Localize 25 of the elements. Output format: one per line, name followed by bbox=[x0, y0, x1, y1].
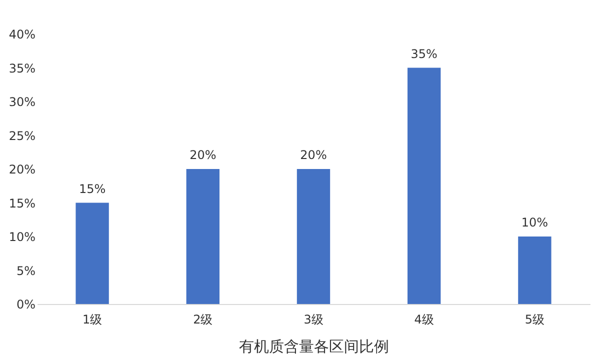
y-tick-label: 25% bbox=[8, 128, 36, 143]
y-tick-label: 10% bbox=[8, 230, 36, 244]
x-tick-label: 1级 bbox=[82, 312, 102, 326]
x-tick-label: 4级 bbox=[414, 312, 434, 326]
y-tick-label: 40% bbox=[8, 28, 36, 42]
data-label: 15% bbox=[78, 182, 106, 196]
y-tick-label: 30% bbox=[8, 95, 36, 109]
x-tick-label: 5级 bbox=[524, 312, 545, 326]
bar bbox=[296, 169, 330, 304]
bar bbox=[186, 169, 220, 304]
data-label: 20% bbox=[190, 148, 216, 162]
y-tick-label: 35% bbox=[8, 61, 36, 76]
y-tick-label: 20% bbox=[8, 162, 36, 176]
y-tick-label: 0% bbox=[16, 298, 36, 312]
bar bbox=[518, 236, 552, 304]
y-tick-label: 15% bbox=[8, 196, 36, 210]
bar bbox=[76, 202, 109, 304]
x-tick-label: 3级 bbox=[304, 312, 324, 326]
y-tick-label: 5% bbox=[16, 264, 36, 278]
data-label: 35% bbox=[410, 46, 438, 61]
x-tick-label: 2级 bbox=[193, 312, 213, 326]
data-label: 10% bbox=[521, 216, 548, 230]
data-label: 20% bbox=[300, 148, 327, 162]
x-axis-title: 有机质含量各区间比例 bbox=[239, 338, 389, 356]
bar bbox=[408, 68, 441, 304]
